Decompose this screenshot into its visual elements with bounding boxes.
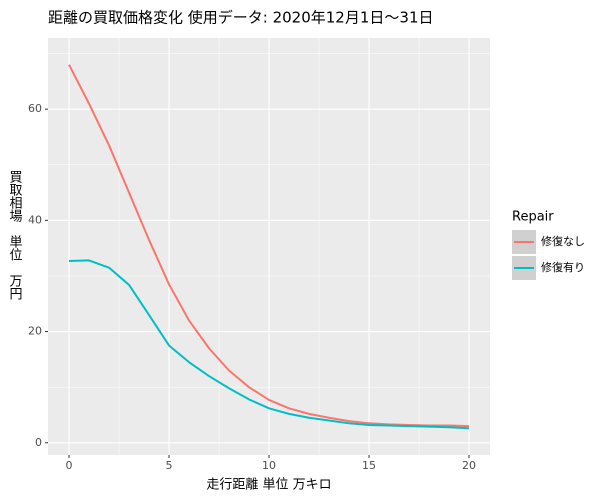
legend-label: 修復なし [541,234,585,248]
y-tick-label: 60 [28,102,42,115]
y-tick-label: 0 [35,436,42,449]
chart-title: 距離の買取価格変化 使用データ: 2020年12月1日～31日 [48,9,433,27]
series-line [68,64,470,428]
legend-label: 修復有り [541,260,585,274]
series-line [68,259,470,430]
x-axis-label: 走行距離 単位 万キロ [206,477,331,493]
x-tick-label: 5 [166,459,173,472]
x-tick-label: 20 [462,459,476,472]
y-axis-label: 買取相場 単位 万円 [7,170,23,300]
grid [48,38,490,455]
y-tick-label: 20 [28,325,42,338]
x-tick-label: 15 [362,459,376,472]
x-tick-label: 10 [262,459,276,472]
lines [68,64,470,430]
x-tick-label: 0 [66,459,73,472]
legend-title: Repair [512,210,554,225]
y-tick-label: 40 [28,213,42,226]
